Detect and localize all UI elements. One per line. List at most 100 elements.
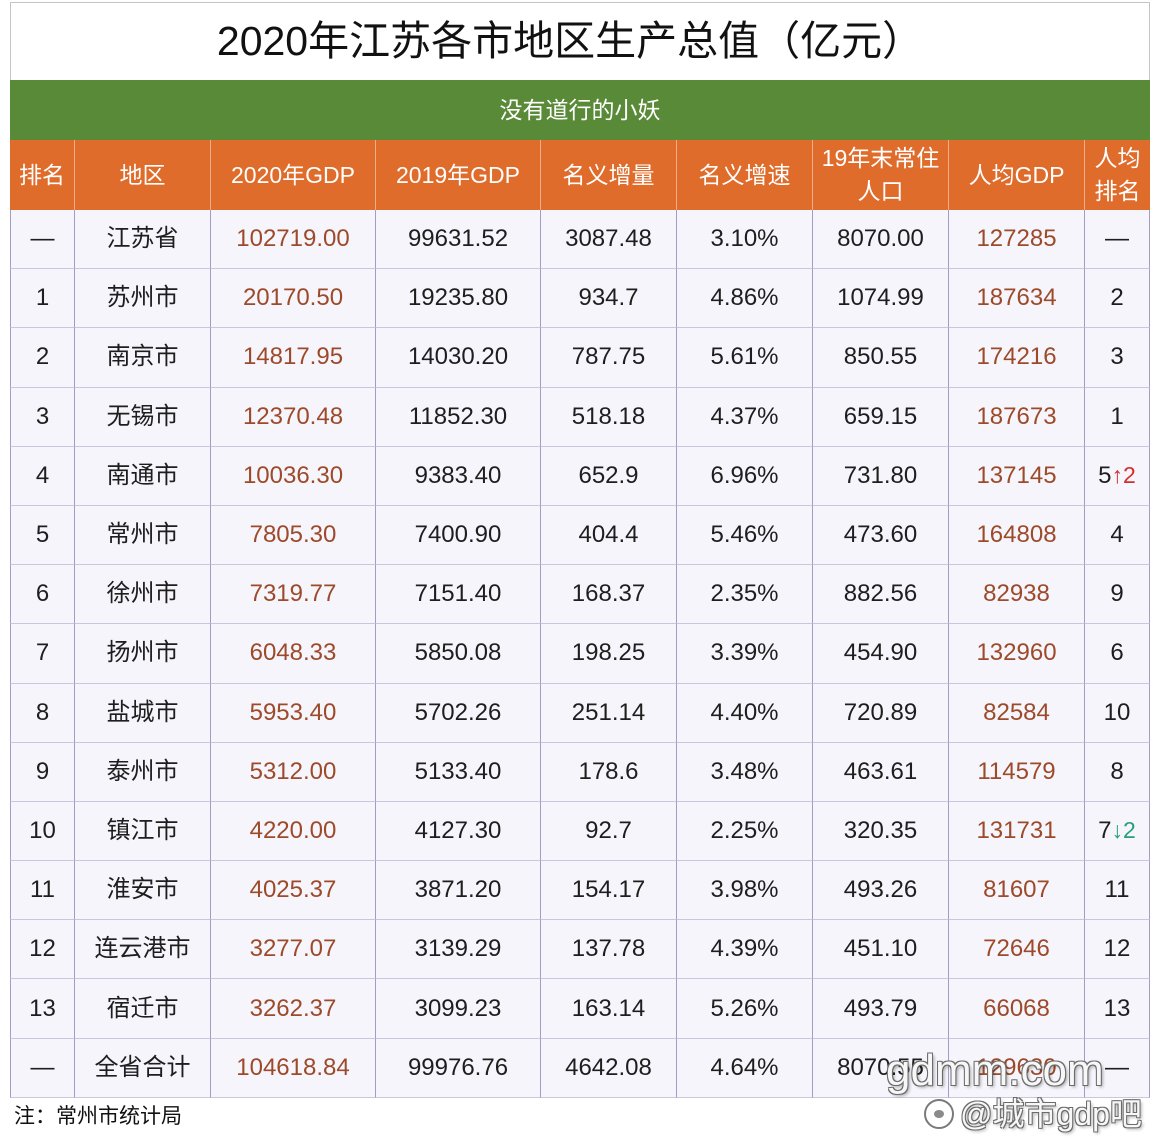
gdp-2020-value: 5953.40 (249, 698, 337, 726)
gdp-2020-value: 3262.37 (249, 994, 337, 1022)
population-value: 463.61 (843, 757, 918, 785)
cell-gdp-2019: 3871.20 (376, 861, 541, 921)
gdp-2019-value: 4127.30 (414, 816, 502, 844)
cell-per-capita-rank: 7↓2 (1085, 801, 1150, 862)
cell-per-capita-gdp: 127285 (949, 210, 1085, 270)
cell-population: 659.15 (813, 387, 949, 447)
population-value: 659.15 (843, 402, 918, 430)
cell-nominal-growth: 4.86% (677, 269, 813, 329)
rank-value: 2 (35, 343, 50, 371)
cell-population: 493.79 (813, 979, 949, 1039)
table-row: — 江苏省 102719.00 99631.52 3087.48 3.10% 8070.00… (10, 210, 1150, 270)
rank-value: 8 (35, 698, 50, 726)
cell-population: 731.80 (813, 446, 949, 506)
cell-nominal-increase: 3087.48 (541, 210, 677, 270)
per-capita-gdp-value: 129630 (976, 1053, 1057, 1081)
table-row: 12 连云港市 3277.07 3139.29 137.78 4.39% 451.10 726… (10, 920, 1150, 980)
rank-value: — (30, 1053, 55, 1081)
table-body: — 江苏省 102719.00 99631.52 3087.48 3.10% 8070.00… (10, 210, 1150, 1098)
cell-gdp-2019: 3139.29 (376, 920, 541, 980)
cell-population: 882.56 (813, 565, 949, 625)
source-note: 注：常州市统计局 (14, 1105, 182, 1128)
gdp-2020-value: 4025.37 (249, 876, 337, 904)
cell-per-capita-rank: 11 (1085, 861, 1150, 921)
cell-nominal-growth: 2.25% (677, 801, 813, 862)
cell-nominal-growth: 3.98% (677, 861, 813, 921)
per-capita-rank-value: — (1105, 1053, 1129, 1081)
cell-nominal-increase: 198.25 (541, 624, 677, 684)
per-capita-gdp-value: 132960 (976, 639, 1057, 667)
table-row: 11 淮安市 4025.37 3871.20 154.17 3.98% 493.26 8160… (10, 861, 1150, 921)
population-value: 8070.00 (837, 225, 924, 253)
cell-population: 720.89 (813, 683, 949, 743)
gdp-2020-value: 102719.00 (236, 225, 350, 253)
region-value: 常州市 (106, 521, 179, 549)
rank-value: 11 (30, 876, 55, 904)
cell-gdp-2019: 9383.40 (376, 446, 541, 506)
column-header-region: 地区 (75, 140, 211, 210)
table-row: 2 南京市 14817.95 14030.20 787.75 5.61% 850.55 174… (10, 328, 1150, 388)
per-capita-gdp-value: 127285 (976, 225, 1057, 253)
cell-per-capita-rank: — (1085, 1038, 1150, 1098)
gdp-2019-value: 3139.29 (414, 935, 502, 963)
region-value: 泰州市 (106, 757, 179, 785)
nominal-growth-value: 4.40% (710, 698, 779, 726)
region-value: 江苏省 (106, 225, 179, 253)
cell-nominal-growth: 4.37% (677, 387, 813, 447)
rank-change-indicator: ↓2 (1111, 816, 1136, 843)
cell-nominal-growth: 4.64% (677, 1038, 813, 1098)
cell-gdp-2020: 3262.37 (211, 979, 376, 1039)
cell-region: 江苏省 (75, 210, 211, 270)
cell-rank: 10 (10, 801, 75, 862)
per-capita-gdp-value: 114579 (977, 757, 1056, 785)
per-capita-rank-value: 11 (1104, 876, 1130, 904)
cell-gdp-2020: 10036.30 (211, 446, 376, 506)
cell-per-capita-rank: 1 (1085, 387, 1150, 447)
cell-nominal-increase: 4642.08 (541, 1038, 677, 1098)
nominal-increase-value: 198.25 (571, 639, 646, 667)
population-value: 493.26 (843, 876, 918, 904)
table-row: 5 常州市 7805.30 7400.90 404.4 5.46% 473.60 164808… (10, 505, 1150, 566)
cell-population: 473.60 (813, 505, 949, 566)
cell-gdp-2020: 20170.50 (211, 269, 376, 329)
gdp-2020-value: 6048.33 (249, 639, 337, 667)
per-capita-rank-value: 6 (1110, 639, 1124, 667)
cell-rank: 12 (10, 920, 75, 980)
per-capita-gdp-value: 72646 (983, 935, 1050, 963)
column-header-rank: 排名 (10, 140, 75, 210)
cell-nominal-increase: 92.7 (541, 801, 677, 862)
rank-value: — (30, 225, 55, 253)
per-capita-rank-value: 12 (1103, 935, 1131, 963)
per-capita-rank-value: — (1105, 225, 1129, 253)
rank-value: 7 (35, 639, 50, 667)
per-capita-rank-value: 4 (1110, 521, 1124, 549)
gdp-2019-value: 11852.30 (408, 402, 508, 430)
region-value: 苏州市 (106, 284, 179, 312)
cell-nominal-growth: 4.40% (677, 683, 813, 743)
per-capita-gdp-value: 174216 (976, 343, 1057, 371)
per-capita-rank-value: 2 (1110, 284, 1124, 312)
table-row: 3 无锡市 12370.48 11852.30 518.18 4.37% 659.15 187… (10, 387, 1150, 447)
cell-nominal-growth: 3.39% (677, 624, 813, 684)
cell-nominal-growth: 6.96% (677, 446, 813, 506)
cell-gdp-2019: 3099.23 (376, 979, 541, 1039)
cell-rank: 2 (10, 328, 75, 388)
cell-per-capita-rank: 10 (1085, 683, 1150, 743)
gdp-2020-value: 7319.77 (249, 580, 337, 608)
nominal-increase-value: 934.7 (578, 284, 639, 312)
nominal-growth-value: 3.10% (710, 225, 779, 253)
cell-population: 454.90 (813, 624, 949, 684)
cell-per-capita-gdp: 82584 (949, 683, 1085, 743)
region-value: 连云港市 (94, 935, 191, 963)
header-row: 排名 地区 2020年GDP 2019年GDP 名义增量 名义增速 19年末常住 人口 人均G… (10, 140, 1150, 210)
cell-rank: 7 (10, 624, 75, 684)
column-header-per-capita-rank: 人均 排名 (1085, 140, 1150, 210)
cell-region: 常州市 (75, 505, 211, 566)
cell-region: 南通市 (75, 446, 211, 506)
cell-per-capita-rank: 13 (1085, 979, 1150, 1039)
region-value: 淮安市 (106, 876, 179, 904)
region-value: 南京市 (106, 343, 179, 371)
population-value: 731.80 (843, 461, 918, 489)
nominal-increase-value: 168.37 (571, 580, 646, 608)
per-capita-rank-value: 13 (1103, 994, 1131, 1022)
